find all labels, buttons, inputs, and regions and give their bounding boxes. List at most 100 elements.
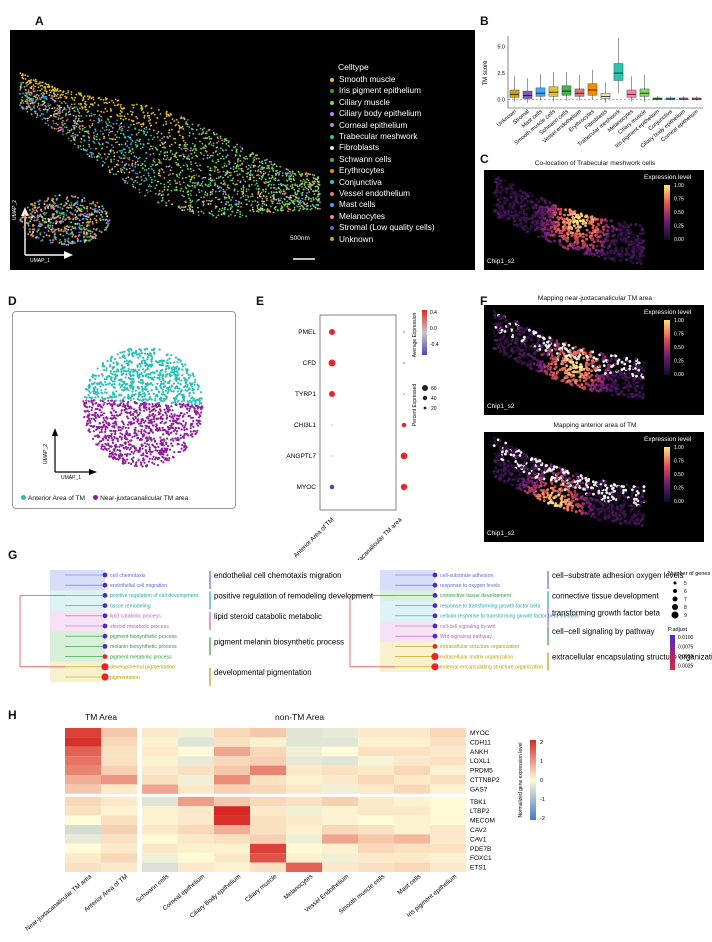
cell-dot (264, 172, 267, 174)
expression-dot (625, 222, 629, 226)
subcluster-dot (148, 450, 151, 453)
cell-dot (41, 104, 44, 106)
subcluster-dot (128, 434, 131, 437)
cell-dot (56, 104, 59, 106)
cell-dot (261, 212, 263, 215)
cell-dot (25, 82, 27, 85)
cell-dot (210, 137, 213, 140)
subcluster-dot (121, 421, 125, 424)
cell-dot (75, 106, 78, 109)
cell-dot (27, 83, 29, 86)
subcluster-dot (144, 352, 147, 355)
cell-dot (224, 174, 227, 177)
cell-dot (230, 199, 232, 201)
cell-dot (252, 153, 255, 156)
cell-dot (296, 185, 299, 188)
cell-dot (34, 110, 36, 113)
expression-dot (528, 227, 532, 230)
cell-dot (63, 106, 66, 109)
cell-dot (205, 132, 208, 135)
umap-dot (27, 222, 30, 225)
cell-dot (160, 141, 163, 144)
cell-dot (29, 87, 32, 89)
cell-dot (209, 212, 212, 215)
cell-dot (145, 134, 147, 136)
colorbar-gradient (664, 185, 670, 240)
expression-dot (627, 231, 631, 235)
cell-dot (292, 200, 295, 203)
subcluster-dot (120, 409, 123, 412)
cell-dot (85, 115, 88, 117)
subcluster-dot (184, 363, 187, 366)
celltype-legend-item: Trabecular meshwork (330, 131, 435, 142)
umap-dot (36, 216, 39, 219)
subcluster-dot (152, 424, 155, 427)
expression-dot (563, 213, 566, 217)
umap-dot (70, 228, 73, 231)
cell-dot (83, 130, 86, 133)
subcluster-dot (150, 365, 153, 368)
umap-dot (78, 222, 81, 225)
expression-dot (597, 223, 600, 227)
cell-dot (119, 122, 122, 125)
umap-dot (54, 229, 57, 231)
cell-dot (316, 185, 318, 188)
cell-dot (126, 113, 129, 115)
umap-dot (48, 234, 51, 237)
cell-dot (302, 188, 305, 191)
cell-dot (209, 184, 212, 187)
cell-dot (208, 199, 211, 202)
cell-dot (62, 133, 64, 136)
expression-dot (632, 241, 635, 244)
cell-dot (127, 126, 130, 128)
cell-dot (169, 112, 172, 115)
legend-label: Ciliary body epithelium (339, 109, 422, 119)
cell-dot (81, 106, 84, 109)
umap-dot (92, 228, 95, 230)
b-box (574, 88, 585, 97)
subcluster-dot (190, 422, 193, 425)
umap-dot (86, 225, 89, 228)
cell-dot (167, 165, 170, 168)
subcluster-dot (94, 377, 97, 380)
expression-dot (591, 254, 595, 257)
cell-dot (141, 106, 144, 108)
expression-dot (587, 248, 590, 251)
subcluster-dot (88, 378, 91, 382)
umap-dot (99, 218, 101, 221)
cell-dot (175, 118, 178, 121)
umap-dot (74, 227, 77, 230)
cell-dot (206, 157, 209, 159)
expression-dot (548, 218, 552, 222)
subcluster-dot (104, 434, 107, 437)
umap-dot (47, 230, 50, 232)
subcluster-dot (165, 443, 168, 446)
cell-dot (139, 171, 141, 174)
cell-dot (170, 122, 172, 125)
cell-dot (64, 114, 67, 117)
cell-dot (88, 139, 91, 142)
subcluster-dot (149, 376, 152, 379)
cell-dot (136, 181, 139, 184)
legend-label: Trabecular meshwork (339, 132, 418, 142)
cell-dot (120, 171, 123, 174)
cell-dot (315, 189, 318, 192)
cell-dot (208, 135, 211, 138)
umap-dot (93, 217, 96, 220)
expression-dot (607, 225, 610, 229)
cell-dot (170, 157, 173, 159)
cell-dot (124, 163, 126, 166)
cell-dot (271, 194, 274, 197)
cell-dot (134, 179, 137, 182)
subcluster-dot (107, 436, 111, 439)
cell-dot (181, 177, 184, 180)
subcluster-dot (155, 456, 158, 459)
cell-dot (170, 189, 173, 192)
subcluster-dot (180, 428, 183, 431)
cell-dot (68, 129, 71, 132)
cell-dot (317, 182, 319, 185)
expression-dot (512, 210, 515, 213)
cell-dot (318, 180, 320, 183)
celltype-legend-item: Vessel endothelium (330, 188, 435, 199)
cell-dot (123, 155, 126, 157)
